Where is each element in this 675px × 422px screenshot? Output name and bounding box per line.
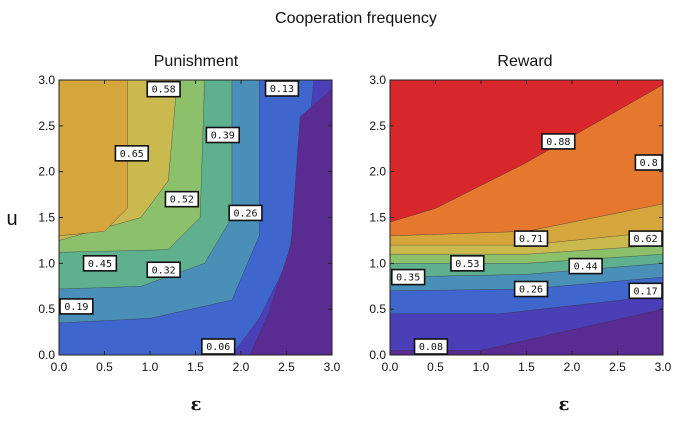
contour-label: 0.88	[546, 137, 570, 148]
contour-label: 0.45	[88, 259, 112, 270]
x-tick-label: 0.5	[427, 360, 444, 374]
y-tick-label: 0.0	[38, 348, 55, 362]
y-tick-label: 1.0	[38, 256, 55, 270]
contour-label-box	[628, 282, 663, 300]
contour-label: 0.44	[574, 262, 598, 273]
y-tick-label: 0.5	[38, 302, 55, 316]
x-tick-label: 1.0	[473, 360, 490, 374]
y-tick-label: 2.0	[38, 165, 55, 179]
x-tick-label: 3.0	[324, 360, 341, 374]
x-tick-label: 0.0	[382, 360, 399, 374]
contour-label: 0.71	[519, 234, 543, 245]
x-tick-label: 2.5	[609, 360, 626, 374]
contour-label: 0.35	[396, 273, 420, 284]
contour-label-box	[264, 80, 300, 97]
contour-label: 0.13	[270, 84, 294, 95]
contour-label: 0.62	[634, 234, 658, 245]
contour-label-box	[205, 126, 240, 144]
y-axis-label: u	[6, 208, 17, 230]
contour-label: 0.8	[640, 158, 658, 169]
contour-label: 0.06	[206, 342, 230, 353]
x-tick-label: 1.0	[142, 360, 159, 374]
x-tick-label: 2.0	[564, 360, 581, 374]
x-tick-label: 0.0	[51, 360, 68, 374]
contour-label-box	[413, 338, 449, 355]
contour-label-box	[541, 133, 576, 150]
left-panel-title: Punishment	[154, 53, 239, 70]
contour-label: 0.32	[152, 265, 176, 276]
contour-label-box	[146, 80, 181, 98]
contour-label: 0.65	[120, 149, 144, 160]
contour-label-box	[513, 230, 549, 247]
y-tick-label: 3.0	[369, 73, 386, 87]
contour-label-box	[164, 190, 200, 208]
contour-label-box	[82, 255, 118, 272]
contour-label: 0.58	[152, 85, 176, 96]
contour-label-box	[568, 257, 603, 275]
right-panel-title: Reward	[497, 53, 552, 70]
contour-label-box	[59, 298, 94, 315]
contour-label-box	[450, 255, 485, 272]
contour-label-box	[513, 280, 549, 298]
punishment-panel: 0.0 0.5 1.0 1.5 2.0 2.5 3.0 0.0 0.5 1.0 1.5 2.0 2.5 3…	[38, 73, 340, 374]
left-x-axis-label: ε	[191, 394, 202, 415]
y-tick-label: 2.5	[38, 119, 55, 133]
y-tick-label: 2.5	[369, 119, 386, 133]
reward-panel: 0.0 0.5 1.0 1.5 2.0 2.5 3.0 0.0 0.5 1.0 1.5 2.0 2.5 3…	[369, 73, 671, 374]
x-tick-label: 0.5	[96, 360, 113, 374]
contour-label-box	[628, 230, 663, 247]
contour-label: 0.26	[234, 208, 258, 219]
contour-label: 0.52	[170, 195, 194, 206]
contour-label: 0.19	[64, 302, 88, 313]
y-tick-label: 1.0	[369, 256, 386, 270]
contour-label-box	[228, 204, 263, 222]
y-tick-label: 2.0	[369, 165, 386, 179]
y-tick-label: 3.0	[38, 73, 55, 87]
contour-label-box	[390, 268, 426, 286]
y-tick-label: 1.5	[38, 211, 55, 225]
contour-label-box	[201, 338, 236, 355]
y-tick-label: 0.0	[369, 348, 386, 362]
contour-label-box	[146, 261, 181, 279]
x-tick-label: 2.5	[278, 360, 295, 374]
contour-label: 0.08	[419, 342, 443, 353]
y-tick-label: 0.5	[369, 302, 386, 316]
y-tick-label: 1.5	[369, 211, 386, 225]
figure-title: Cooperation frequency	[275, 10, 437, 27]
x-tick-label: 1.5	[187, 360, 204, 374]
contour-label-box	[634, 154, 663, 171]
contour-label: 0.39	[211, 131, 235, 142]
contour-label: 0.53	[455, 259, 479, 270]
contour-label: 0.26	[519, 285, 543, 296]
contour-label-box	[114, 145, 150, 162]
x-tick-label: 3.0	[655, 360, 672, 374]
x-tick-label: 2.0	[233, 360, 250, 374]
contour-label: 0.17	[634, 286, 658, 297]
x-tick-label: 1.5	[518, 360, 535, 374]
right-x-axis-label: ε	[559, 394, 570, 415]
